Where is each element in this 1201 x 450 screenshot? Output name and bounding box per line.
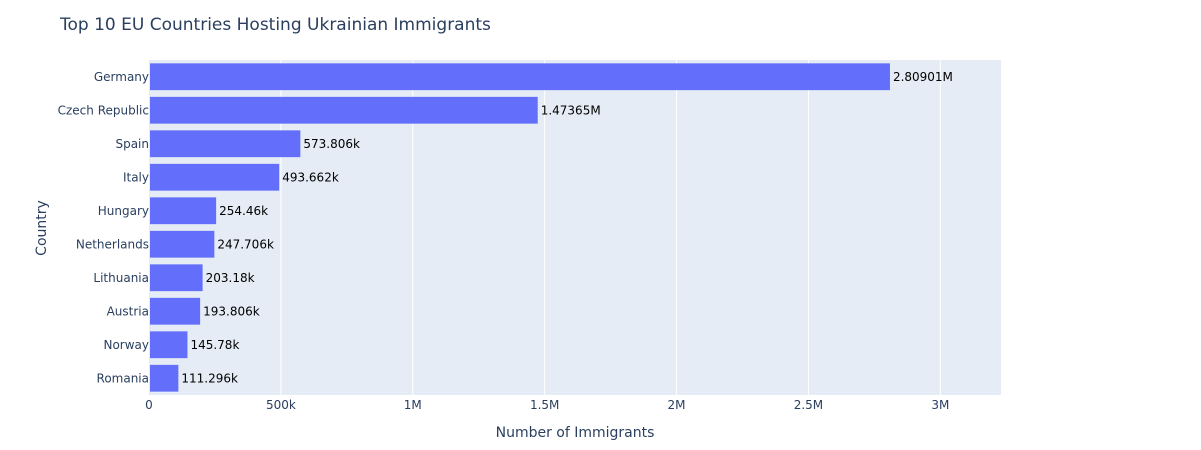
bar-value-label: 493.662k: [282, 170, 339, 184]
x-tick-label: 3M: [931, 398, 949, 412]
y-tick-label: Spain: [115, 137, 149, 151]
y-tick-label: Netherlands: [76, 237, 149, 251]
x-tick-label: 0: [145, 398, 153, 412]
bar: [150, 197, 217, 225]
bar-value-label: 145.78k: [190, 338, 239, 352]
y-tick-label: Lithuania: [93, 271, 149, 285]
bar: [150, 230, 215, 258]
y-axis-ticks: Germany Czech Republic Spain Italy Hungary Ne…: [58, 70, 149, 386]
x-axis-title: Number of Immigrants: [496, 425, 655, 441]
x-tick-label: 1M: [404, 398, 422, 412]
bar: [150, 297, 201, 325]
x-tick-label: 2.5M: [794, 398, 823, 412]
bar-value-label: 1.47365M: [541, 103, 601, 117]
bar: [150, 364, 179, 392]
x-tick-label: 500k: [266, 398, 296, 412]
data-labels: 2.80901M 1.47365M 573.806k 493.662k 254.46k 2…: [181, 70, 953, 386]
x-tick-label: 2M: [668, 398, 686, 412]
y-tick-label: Austria: [107, 304, 149, 318]
y-tick-label: Norway: [103, 338, 149, 352]
bars: [150, 63, 890, 392]
bar-value-label: 111.296k: [181, 371, 238, 385]
bar-value-label: 2.80901M: [893, 70, 953, 84]
chart-title: Top 10 EU Countries Hosting Ukrainian Im…: [59, 15, 491, 35]
bar-value-label: 254.46k: [219, 204, 268, 218]
y-tick-label: Germany: [94, 70, 149, 84]
y-tick-label: Hungary: [98, 204, 149, 218]
x-axis-ticks: 0 500k 1M 1.5M 2M 2.5M 3M: [145, 398, 949, 412]
bar: [150, 163, 280, 191]
bar: [150, 130, 301, 158]
bar-value-label: 193.806k: [203, 304, 260, 318]
bar-value-label: 573.806k: [303, 137, 360, 151]
bar: [150, 63, 890, 91]
bar: [150, 331, 188, 359]
bar-value-label: 247.706k: [217, 237, 274, 251]
y-tick-label: Italy: [123, 170, 149, 184]
bar: [150, 264, 203, 292]
bar-value-label: 203.18k: [206, 271, 255, 285]
y-tick-label: Czech Republic: [58, 103, 149, 117]
y-axis-title: Country: [34, 200, 50, 256]
y-tick-label: Romania: [97, 371, 149, 385]
bar: [150, 96, 538, 124]
x-tick-label: 1.5M: [530, 398, 559, 412]
